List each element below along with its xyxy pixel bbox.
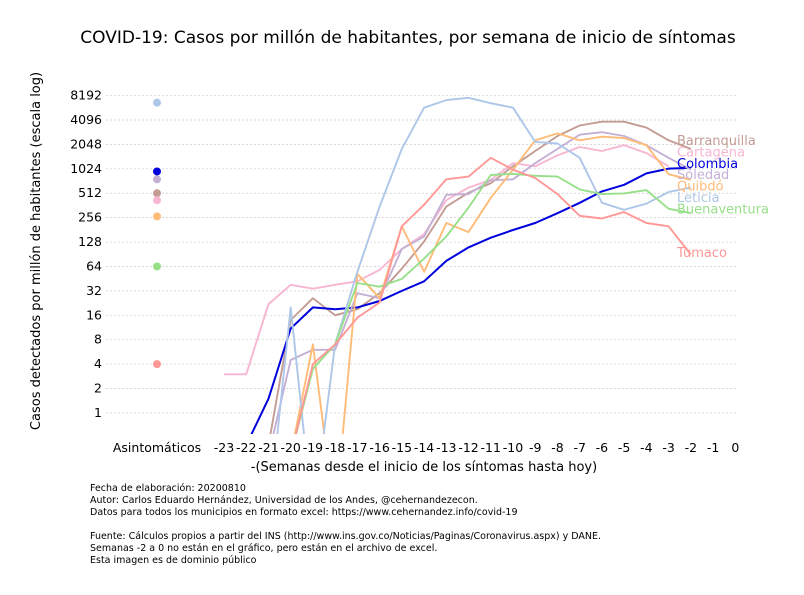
x-axis-ticks: Asintomáticos -23 -22 -21 -20 -19 -18 -17 -16 -15… xyxy=(113,440,739,455)
asymptomatic-dot-tumaco xyxy=(153,360,161,369)
x-tick-label: -6 xyxy=(596,440,609,455)
x-tick-label: -4 xyxy=(640,440,653,455)
y-tick-label: 64 xyxy=(86,258,102,273)
y-tick-label: 16 xyxy=(86,307,102,322)
x-tick-label: -22 xyxy=(236,440,256,455)
footnote-line-license: Esta imagen es de dominio público xyxy=(90,555,257,566)
series-labels: BarranquillaCartagenaColombiaSoledadQuib… xyxy=(676,134,769,261)
x-tick-label: -10 xyxy=(503,440,523,455)
y-axis-ticks: 1 2 4 8 16 32 64 128 256 512 1024 2048 4096 8192 xyxy=(70,88,102,420)
footnote-line-date: Fecha de elaboración: 20200810 xyxy=(90,483,246,494)
x-tick-label: 0 xyxy=(731,440,739,455)
x-tick-label: Asintomáticos xyxy=(113,440,201,455)
x-tick-label: -3 xyxy=(662,440,674,455)
x-tick-label: -5 xyxy=(618,440,630,455)
footnote-spacer xyxy=(90,519,601,531)
asymptomatic-dots xyxy=(153,98,161,369)
y-tick-label: 8 xyxy=(94,332,102,347)
y-tick-label: 2 xyxy=(94,381,102,396)
asymptomatic-dot-quibdó xyxy=(153,212,161,221)
footnote: Fecha de elaboración: 20200810 Autor: Ca… xyxy=(90,483,601,567)
y-axis-label: Casos detectados por millón de habitante… xyxy=(29,72,44,430)
x-tick-label: -7 xyxy=(573,440,585,455)
x-tick-label: -12 xyxy=(458,440,478,455)
y-tick-label: 2048 xyxy=(70,136,102,151)
series-line-cartagena xyxy=(224,144,670,376)
x-axis-label: -(Semanas desde el inicio de los síntoma… xyxy=(251,460,597,475)
y-tick-label: 4096 xyxy=(70,112,102,127)
x-tick-label: -1 xyxy=(707,440,719,455)
x-tick-label: -23 xyxy=(214,440,234,455)
series-label-cartagena: Cartagena xyxy=(677,145,745,160)
chart-title: COVID-19: Casos por millón de habitantes… xyxy=(80,28,736,48)
x-tick-label: -20 xyxy=(280,440,300,455)
x-tick-label: -15 xyxy=(392,440,412,455)
x-tick-label: -9 xyxy=(529,440,542,455)
footnote-line-source: Fuente: Cálculos propios a partir del IN… xyxy=(90,531,602,542)
x-tick-label: -13 xyxy=(436,440,456,455)
y-tick-label: 4 xyxy=(94,356,102,371)
series-line-colombia xyxy=(250,166,691,434)
x-tick-label: -16 xyxy=(369,440,389,455)
x-tick-label: -19 xyxy=(303,440,323,455)
footnote-line-author: Autor: Carlos Eduardo Hernández, Univers… xyxy=(90,495,478,506)
series-lines xyxy=(224,96,692,434)
x-tick-label: -18 xyxy=(325,440,345,455)
series-label-barranquilla: Barranquilla xyxy=(677,134,756,149)
series-label-buenaventura: Buenaventura xyxy=(677,202,769,217)
series-line-soledad xyxy=(272,131,692,434)
asymptomatic-dot-barranquilla xyxy=(153,189,161,198)
footnote-line-weeks-note: Semanas -2 a 0 no están en el gráfico, p… xyxy=(90,543,438,554)
series-label-soledad: Soledad xyxy=(677,168,729,183)
y-tick-label: 8192 xyxy=(70,88,102,103)
footnote-line-data-link: Datos para todos los municipios en forma… xyxy=(90,507,518,518)
x-tick-label: -17 xyxy=(347,440,367,455)
x-tick-label: -11 xyxy=(481,440,501,455)
y-tick-label: 128 xyxy=(78,234,102,249)
x-tick-label: -14 xyxy=(414,440,434,455)
asymptomatic-dot-soledad xyxy=(153,175,161,184)
asymptomatic-dot-cartagena xyxy=(153,196,161,205)
y-tick-label: 256 xyxy=(78,210,102,225)
x-tick-label: -21 xyxy=(258,440,278,455)
y-tick-label: 32 xyxy=(86,283,102,298)
y-tick-label: 512 xyxy=(78,185,102,200)
series-label-quibdó: Quibdó xyxy=(677,180,724,195)
y-tick-label: 1024 xyxy=(70,161,102,176)
x-tick-label: -2 xyxy=(685,440,697,455)
series-label-tumaco: Tumaco xyxy=(676,246,727,261)
x-tick-label: -8 xyxy=(551,440,564,455)
series-line-tumaco xyxy=(294,156,692,434)
series-line-barranquilla xyxy=(269,120,692,434)
asymptomatic-dot-colombia xyxy=(153,167,161,176)
asymptomatic-dot-leticia xyxy=(153,98,161,107)
asymptomatic-dot-buenaventura xyxy=(153,262,161,271)
y-tick-label: 1 xyxy=(94,405,102,420)
series-line-buenaventura xyxy=(295,172,691,434)
series-label-leticia: Leticia xyxy=(677,191,719,206)
series-label-colombia: Colombia xyxy=(677,157,738,172)
